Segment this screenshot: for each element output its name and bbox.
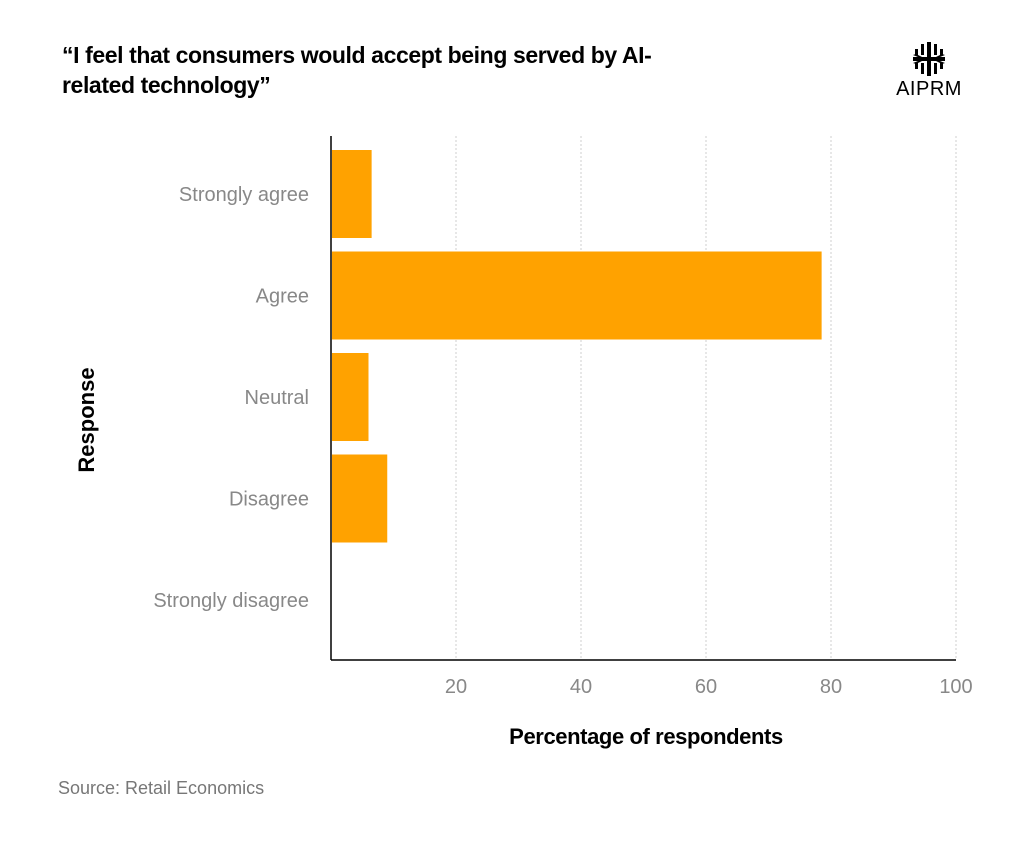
category-label: Strongly agree [179, 184, 309, 206]
bar-disagree [332, 454, 388, 543]
x-tick-label: 80 [820, 676, 842, 698]
category-label: Disagree [229, 489, 309, 511]
category-label: Neutral [245, 387, 309, 409]
brand-logo: AIPRM [894, 42, 964, 101]
axes [330, 136, 956, 661]
bar-agree [332, 251, 822, 340]
y-axis-title: Response [74, 367, 99, 472]
x-tick-label: 100 [939, 676, 972, 698]
bar-neutral [332, 353, 369, 441]
category-label: Agree [256, 286, 309, 308]
aiprm-logo-icon [913, 42, 945, 76]
source-note: Source: Retail Economics [58, 778, 265, 798]
x-tick-label: 20 [445, 676, 467, 698]
x-tick-label: 60 [695, 676, 717, 698]
x-tick-labels: 20 40 60 80 100 [445, 676, 973, 698]
x-tick-label: 40 [570, 676, 592, 698]
gridlines [455, 136, 957, 660]
bar-strongly-agree [332, 150, 372, 238]
category-labels: Strongly agree Agree Neutral Disagree Strong… [153, 184, 309, 612]
chart-title: “I feel that consumers would accept bein… [62, 42, 652, 98]
logo-text: AIPRM [896, 78, 962, 100]
x-axis-title: Percentage of respondents [509, 724, 783, 749]
bars [332, 150, 822, 543]
category-label: Strongly disagree [153, 590, 309, 612]
